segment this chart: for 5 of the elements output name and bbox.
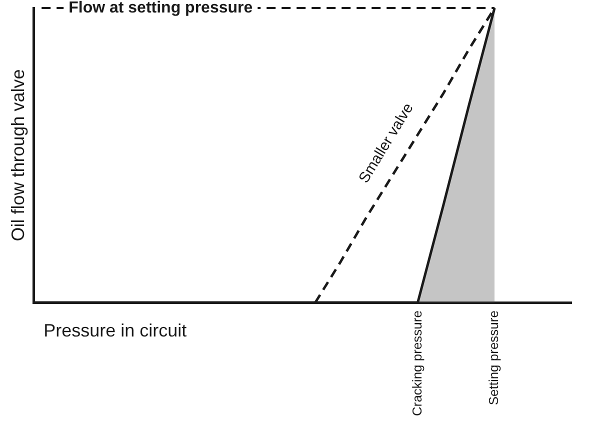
ref-line-label: Flow at setting pressure bbox=[68, 0, 253, 16]
x-tick-label: Setting pressure bbox=[486, 310, 502, 406]
y-axis-title: Oil flow through valve bbox=[8, 69, 28, 242]
x-axis-title: Pressure in circuit bbox=[44, 320, 187, 340]
x-tick-label: Cracking pressure bbox=[409, 310, 424, 416]
